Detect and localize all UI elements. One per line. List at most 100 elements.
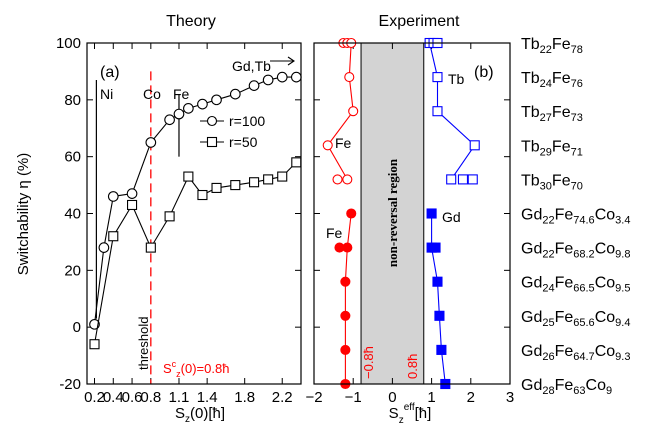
data-point-r100 [145, 137, 157, 148]
x-tick-label-b: 3 [506, 389, 514, 406]
x-tick-label: 1.4 [197, 389, 218, 406]
tb-point [467, 174, 478, 185]
annotation-gd: Gd [442, 209, 461, 225]
sample-label: Tb24Fe76 [521, 70, 583, 90]
x-tick-label: 1.8 [234, 389, 255, 406]
gd-point [436, 344, 447, 355]
data-point-r100 [276, 71, 288, 83]
fe-point [322, 140, 333, 151]
x-tick-label: 0.4 [103, 389, 124, 406]
sample-label: Gd22Fe68.2Co9.8 [521, 241, 630, 261]
panel-a-series [89, 71, 302, 350]
fe-point [340, 310, 351, 321]
data-point-r100 [248, 80, 260, 91]
gd-line [431, 213, 446, 385]
data-point-r100 [98, 242, 110, 253]
legend-r50-label: r=50 [229, 134, 258, 150]
data-point-r50 [145, 242, 156, 253]
y-tick-label: 100 [56, 35, 81, 52]
gd-point [426, 208, 437, 219]
annotation-tb: Tb [448, 71, 465, 87]
non-reversal-region [360, 42, 425, 385]
sample-label: Gd24Fe66.5Co9.5 [521, 275, 630, 295]
y-tick-label: 80 [64, 92, 81, 109]
panel-b: Experiment −2 −1 0 1 2 3 (b) Fe Tb Fe Gd non-… [305, 13, 514, 426]
data-point-r50 [197, 189, 208, 201]
sample-label: Tb22Fe78 [521, 36, 583, 56]
data-point-r50 [127, 199, 138, 211]
tb-point [457, 174, 469, 185]
data-point-r100 [107, 191, 119, 202]
sample-label: Tb29Fe71 [521, 138, 583, 158]
y-tick-label: 0 [73, 319, 81, 336]
series-line-0 [93, 76, 297, 325]
legend-r50-marker [206, 136, 218, 148]
fe-point [346, 208, 357, 219]
gd-point [434, 310, 445, 321]
data-point-r50 [249, 177, 260, 188]
legend-r100-label: r=100 [229, 113, 265, 129]
sample-label: Gd22Fe74.6Co3.4 [521, 207, 630, 227]
gd-point [432, 276, 443, 287]
sample-label: Tb30Fe70 [521, 172, 583, 192]
panel-a-label: (a) [100, 64, 120, 81]
y-axis-label: Switchability η (%) [15, 153, 32, 276]
legend-r100-marker [206, 115, 218, 127]
annotation-fe-bottom: Fe [326, 225, 343, 241]
data-point-r50 [183, 171, 194, 182]
panel-a-frame [86, 42, 302, 385]
y-tick-label: 40 [64, 206, 81, 223]
panel-b-label: (b) [474, 64, 494, 81]
x-tick-label-b: 2 [467, 389, 475, 406]
x-tick-label-b: −1 [345, 389, 362, 406]
tb-point [432, 72, 443, 83]
data-point-r100 [183, 103, 194, 114]
sample-label: Gd26Fe64.7Co9.3 [521, 343, 630, 363]
data-point-r50 [263, 174, 274, 185]
x-tick-label-b: −2 [305, 389, 322, 406]
x-tick-label-b: 1 [427, 389, 435, 406]
fe-line-gd [344, 213, 352, 384]
left-bound-label: −0.8ħ [361, 346, 376, 379]
sample-labels: Tb22Fe78 Tb24Fe76 Tb27Fe73 Tb29Fe71 Tb30Fe70… [521, 36, 630, 397]
sample-label: Tb27Fe73 [521, 104, 583, 124]
data-point-r50 [108, 231, 119, 242]
data-point-r100 [89, 318, 100, 330]
fe-point [332, 174, 343, 185]
threshold-value: Scz(0)=0.8ħ [163, 359, 229, 379]
x-tick-label: 0.6 [122, 389, 143, 406]
tb-point [432, 106, 443, 117]
fe-point [348, 106, 359, 117]
fe-point [342, 242, 353, 253]
gdtb-arrow [270, 56, 295, 66]
annotation-ni: Ni [100, 86, 113, 102]
non-reversal-label: non-reversal region [385, 158, 400, 267]
data-point-r50 [230, 180, 241, 191]
data-point-r100 [164, 114, 175, 126]
data-point-r50 [211, 182, 222, 193]
annotation-gdtb: Gd,Tb [232, 58, 271, 74]
x-axis-label-a: Sz(0)[ħ] [175, 405, 225, 425]
panel-a-ticks: -20 0 20 40 60 80 100 0.20.40.60.8 1.1 1.4 1.8 2.2 [56, 35, 301, 406]
shaded-region-rect [360, 42, 425, 385]
data-point-r100 [126, 188, 138, 199]
panel-a-title: Theory [166, 13, 216, 30]
fe-point [342, 174, 353, 185]
annotation-fe-top: Fe [335, 135, 352, 151]
x-tick-label: 0.8 [140, 389, 161, 406]
x-tick-label: 2.2 [272, 389, 293, 406]
x-axis-label-b: Szeff[ħ] [389, 402, 432, 426]
tb-point [446, 174, 457, 185]
y-tick-label: 60 [64, 149, 81, 166]
sample-label: Gd28Fe63Co9 [521, 377, 612, 397]
data-point-r100 [290, 71, 302, 83]
right-bound-label: 0.8ħ [405, 354, 420, 379]
data-point-r50 [164, 211, 175, 222]
data-point-r50 [89, 339, 100, 350]
data-point-r50 [291, 157, 302, 168]
threshold-label: threshold [136, 317, 151, 370]
x-tick-label: 0.2 [84, 389, 105, 406]
data-point-r100 [211, 94, 222, 106]
panel-b-frame [313, 42, 511, 385]
